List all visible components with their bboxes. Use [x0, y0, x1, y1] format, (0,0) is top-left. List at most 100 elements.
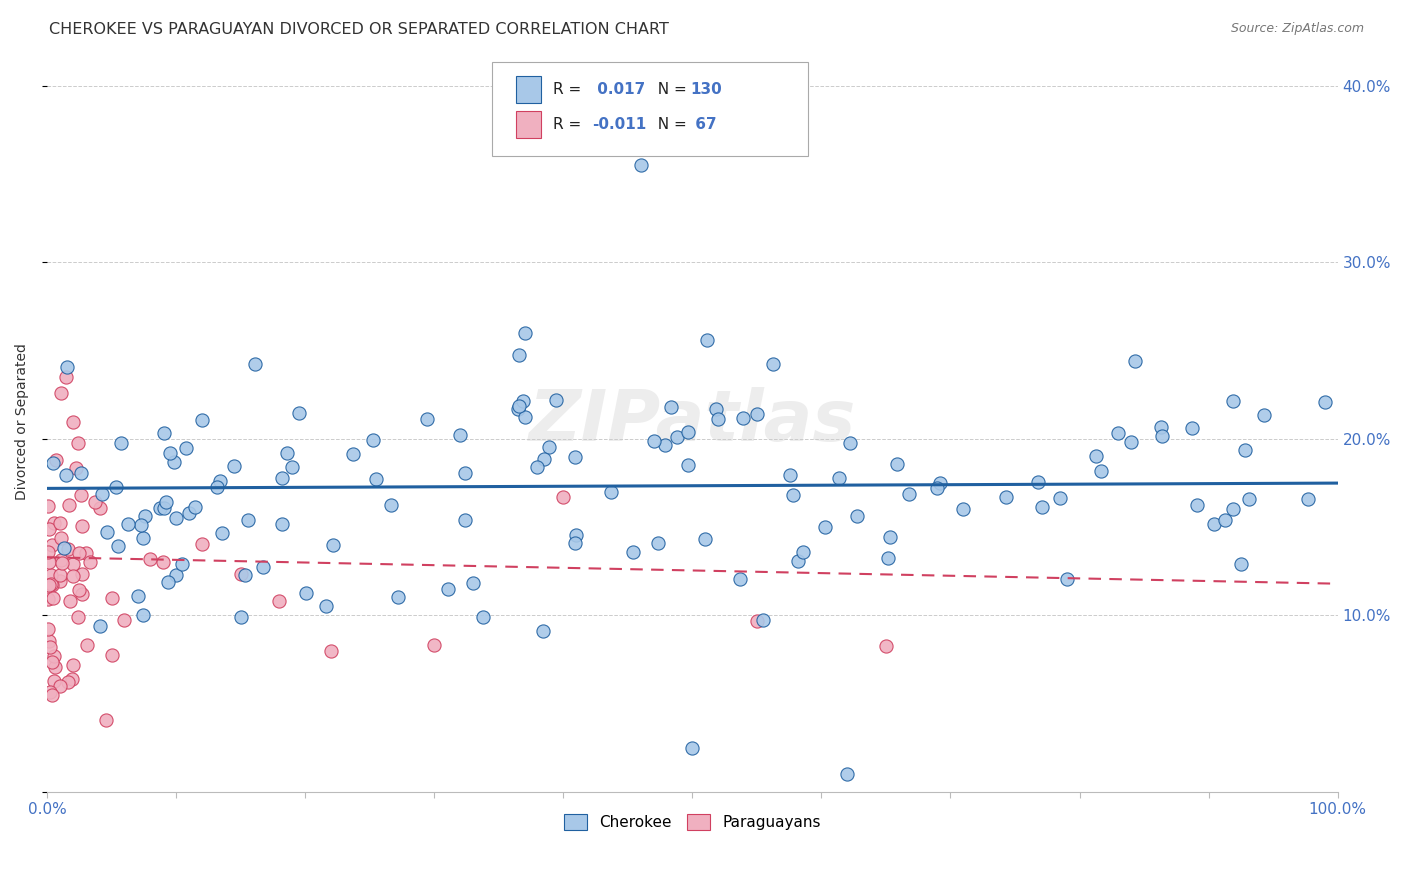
Point	[994, 490, 1017, 504]
Point	[929, 476, 952, 491]
Point	[1296, 492, 1319, 507]
Point	[66, 610, 89, 624]
Point	[281, 460, 304, 475]
Point	[886, 457, 908, 471]
Point	[62, 557, 84, 571]
Text: 67: 67	[690, 118, 717, 132]
Point	[117, 517, 139, 532]
Point	[76, 638, 98, 652]
Point	[630, 158, 652, 172]
Point	[1187, 498, 1209, 512]
Point	[787, 554, 810, 568]
Point	[155, 494, 177, 508]
Point	[205, 480, 228, 494]
Point	[48, 679, 70, 693]
Point	[1123, 354, 1146, 368]
Point	[38, 633, 60, 648]
Point	[665, 429, 688, 443]
Point	[238, 513, 260, 527]
Point	[728, 572, 751, 586]
Point	[89, 501, 111, 516]
Point	[67, 546, 90, 560]
Point	[707, 412, 730, 426]
Text: R =: R =	[553, 82, 586, 96]
Point	[152, 555, 174, 569]
Point	[55, 468, 77, 483]
Point	[1202, 517, 1225, 532]
Point	[191, 536, 214, 550]
Point	[149, 501, 172, 516]
Point	[66, 436, 89, 450]
Point	[449, 428, 471, 442]
Point	[114, 613, 136, 627]
Point	[39, 567, 62, 582]
Point	[70, 566, 93, 581]
Point	[70, 587, 93, 601]
Point	[1234, 442, 1257, 457]
Point	[222, 459, 245, 474]
Point	[174, 441, 197, 455]
Point	[564, 450, 586, 464]
Point	[72, 519, 94, 533]
Point	[319, 644, 342, 658]
Point	[782, 487, 804, 501]
Text: N =: N =	[648, 118, 692, 132]
Point	[83, 494, 105, 508]
Point	[952, 502, 974, 516]
Point	[1253, 408, 1275, 422]
Point	[107, 539, 129, 553]
Point	[105, 479, 128, 493]
Point	[110, 436, 132, 450]
Point	[184, 500, 207, 514]
Point	[131, 607, 153, 622]
Point	[461, 576, 484, 591]
Point	[42, 456, 65, 470]
Point	[600, 485, 623, 500]
Point	[94, 713, 117, 727]
Point	[676, 425, 699, 440]
Point	[1150, 419, 1173, 434]
Point	[62, 415, 84, 429]
Point	[39, 685, 62, 699]
Point	[1150, 428, 1173, 442]
Point	[643, 434, 665, 448]
Point	[364, 472, 387, 486]
Point	[544, 393, 567, 408]
Point	[1313, 395, 1336, 409]
Point	[79, 555, 101, 569]
Point	[1090, 465, 1112, 479]
Point	[1031, 500, 1053, 514]
Point	[681, 740, 703, 755]
Point	[208, 475, 231, 489]
Point	[139, 552, 162, 566]
Point	[70, 467, 93, 481]
Point	[453, 466, 475, 480]
Point	[152, 425, 174, 440]
Point	[165, 511, 187, 525]
Point	[837, 767, 859, 781]
Point	[1230, 557, 1253, 571]
Point	[437, 582, 460, 596]
Point	[270, 471, 292, 485]
Point	[132, 531, 155, 545]
Point	[39, 577, 62, 591]
Point	[553, 490, 575, 504]
Point	[51, 556, 73, 570]
Point	[243, 357, 266, 371]
Point	[49, 553, 72, 567]
Point	[127, 590, 149, 604]
Point	[471, 610, 494, 624]
Point	[387, 590, 409, 604]
Point	[512, 394, 534, 409]
Point	[792, 544, 814, 558]
Point	[733, 410, 755, 425]
Point	[676, 458, 699, 472]
Point	[508, 399, 530, 413]
Point	[276, 446, 298, 460]
Point	[53, 541, 76, 555]
Point	[537, 440, 560, 454]
Point	[1213, 513, 1236, 527]
Text: 0.017: 0.017	[592, 82, 645, 96]
Text: ZIPatlas: ZIPatlas	[529, 387, 856, 456]
Point	[879, 530, 901, 544]
